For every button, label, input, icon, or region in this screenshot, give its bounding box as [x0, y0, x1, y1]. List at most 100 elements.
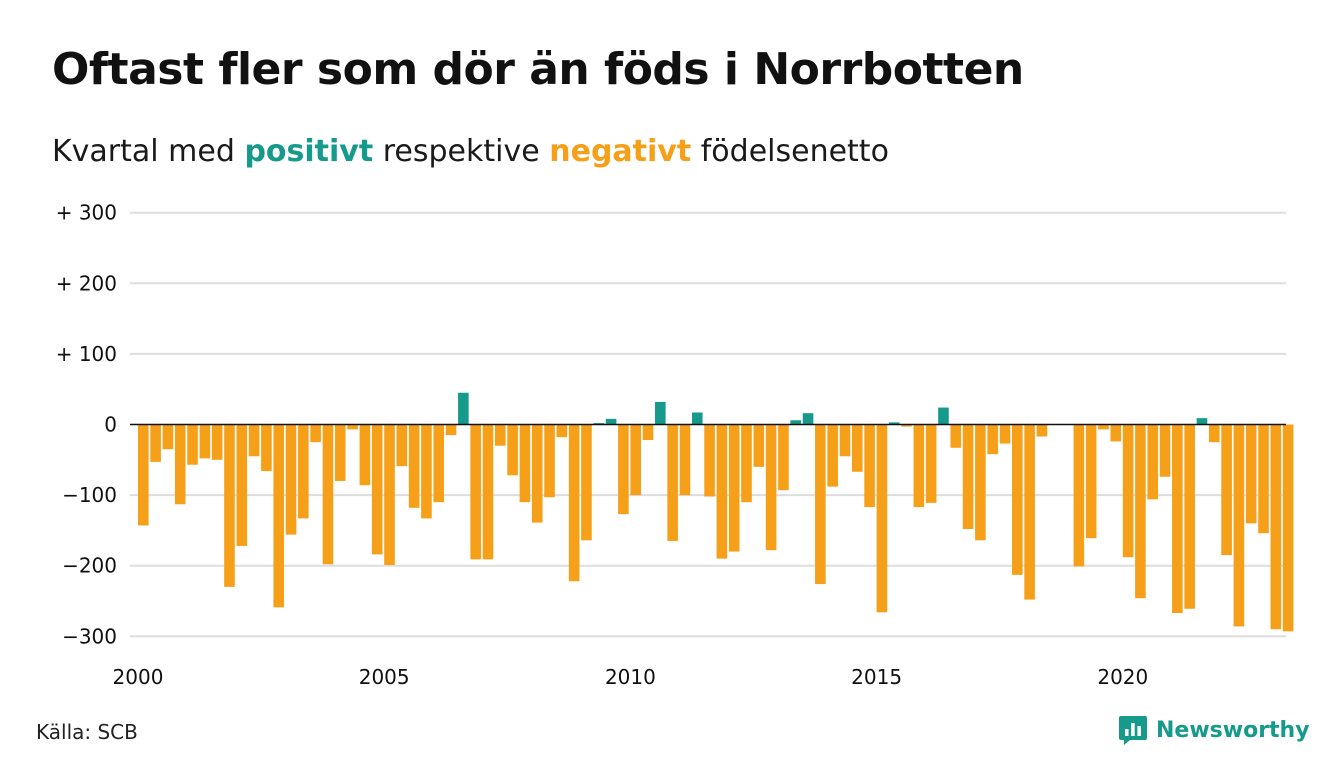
bar-negative	[334, 424, 346, 481]
subtitle-negative-keyword: negativt	[549, 134, 692, 169]
x-tick-label: 2005	[359, 665, 410, 689]
bar-positive	[691, 412, 703, 425]
bar-negative	[507, 424, 518, 476]
x-tick-label: 2010	[605, 665, 656, 689]
bar-positive	[655, 401, 666, 425]
subtitle-prefix: Kvartal med	[52, 134, 235, 169]
bar-negative	[1085, 424, 1097, 539]
bar-positive	[458, 392, 469, 425]
bar-negative	[273, 424, 285, 608]
bar-negative	[482, 424, 494, 560]
x-tick-label: 2000	[113, 665, 164, 689]
bar-negative	[581, 424, 592, 541]
newsworthy-logo-icon	[1119, 716, 1147, 745]
bar-negative	[667, 424, 678, 541]
bar-positive	[790, 420, 802, 425]
bar-negative	[815, 424, 826, 585]
bar-negative	[445, 424, 457, 436]
bar-negative	[568, 424, 580, 582]
bar-negative	[347, 424, 358, 430]
bar-negative	[999, 424, 1011, 444]
bar-negative	[1122, 424, 1134, 558]
chart-title: Oftast fler som dör än föds i Norrbotten	[52, 44, 1024, 95]
x-axis-tick-labels: 2000 2005 2010 2015 2020	[113, 665, 1149, 689]
bar-negative	[975, 424, 986, 541]
y-tick-label: −100	[62, 483, 117, 507]
subtitle-suffix: födelsenetto	[700, 134, 889, 169]
bar-negative	[261, 424, 272, 472]
bar-negative	[421, 424, 432, 519]
bar-negative	[851, 424, 863, 472]
bar-negative	[1258, 424, 1269, 534]
bar-negative	[987, 424, 998, 455]
bar-negative	[433, 424, 445, 503]
y-tick-label: −200	[62, 554, 117, 578]
y-tick-label: −300	[62, 624, 117, 648]
bar-negative	[864, 424, 875, 508]
bar-negative	[950, 424, 962, 448]
bar-chart: + 300 + 200 + 100 0 −100 −200 −300 2000 2005 201…	[56, 201, 1294, 689]
bars	[138, 392, 1294, 632]
bar-negative	[925, 424, 937, 503]
bar-positive	[605, 418, 617, 425]
bar-negative	[901, 424, 912, 427]
bar-negative	[1184, 424, 1195, 609]
bar-negative	[1024, 424, 1035, 600]
bar-negative	[556, 424, 568, 438]
subtitle-positive-keyword: positivt	[244, 134, 374, 169]
bar-negative	[174, 424, 186, 505]
y-tick-label: + 200	[56, 271, 117, 295]
bar-negative	[371, 424, 383, 555]
bar-negative	[396, 424, 408, 467]
bar-positive	[1196, 418, 1208, 425]
bar-negative	[1073, 424, 1085, 567]
bar-negative	[630, 424, 641, 496]
bar-negative	[827, 424, 838, 487]
bar-negative	[1098, 424, 1109, 430]
bar-negative	[728, 424, 740, 552]
x-tick-label: 2015	[851, 665, 902, 689]
bar-negative	[236, 424, 248, 546]
bar-negative	[753, 424, 765, 467]
bar-negative	[138, 424, 149, 526]
bar-negative	[359, 424, 371, 486]
bar-negative	[1282, 424, 1294, 632]
bar-negative	[150, 424, 161, 462]
y-axis-tick-labels: + 300 + 200 + 100 0 −100 −200 −300	[56, 201, 117, 649]
bar-negative	[1135, 424, 1146, 599]
bar-negative	[162, 424, 174, 450]
bar-positive	[888, 422, 900, 425]
bar-negative	[1221, 424, 1232, 556]
bar-negative	[1012, 424, 1023, 575]
bar-negative	[741, 424, 752, 503]
bar-negative	[962, 424, 974, 529]
bar-negative	[618, 424, 629, 515]
bar-negative	[187, 424, 198, 465]
bar-negative	[310, 424, 321, 443]
bar-negative	[679, 424, 691, 496]
source-note: Källa: SCB	[36, 720, 138, 744]
bar-negative	[1147, 424, 1159, 500]
bar-negative	[408, 424, 420, 508]
subtitle-middle: respektive	[382, 134, 540, 169]
bar-negative	[1270, 424, 1282, 630]
bar-negative	[1208, 424, 1220, 443]
bar-positive	[938, 407, 949, 425]
brand-logo: Newsworthy	[1118, 712, 1310, 748]
bar-negative	[384, 424, 395, 565]
bar-negative	[519, 424, 531, 503]
bar-negative	[876, 424, 888, 613]
bar-negative	[716, 424, 728, 559]
bar-negative	[839, 424, 851, 457]
bar-negative	[285, 424, 297, 535]
bar-negative	[211, 424, 223, 460]
chart-subtitle: Kvartal med positivt respektive negativt…	[52, 132, 889, 172]
bar-negative	[248, 424, 260, 457]
bar-negative	[642, 424, 654, 441]
bar-positive	[802, 413, 814, 425]
bar-negative	[494, 424, 506, 446]
brand-name: Newsworthy	[1156, 717, 1310, 743]
bar-negative	[913, 424, 925, 508]
bar-negative	[199, 424, 211, 459]
bar-negative	[778, 424, 789, 491]
